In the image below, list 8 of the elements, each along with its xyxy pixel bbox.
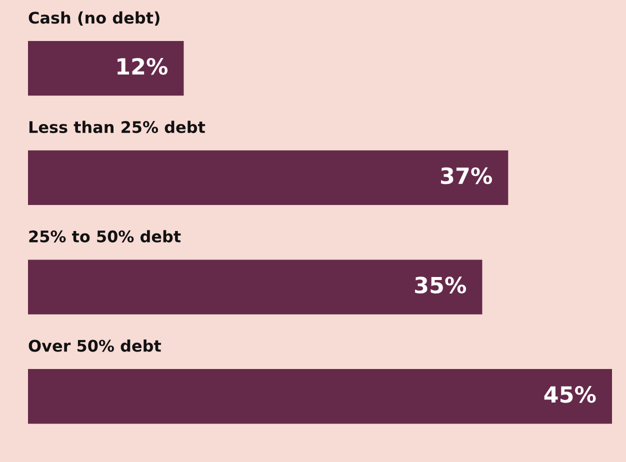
data-label: 35% bbox=[415, 276, 466, 294]
y-tick-label: Over 50% debt bbox=[28, 339, 162, 352]
data-label: 12% bbox=[118, 58, 168, 75]
data-label: 37% bbox=[441, 167, 492, 184]
y-tick-label: Cash (no debt) bbox=[28, 11, 160, 26]
data-label: 45% bbox=[544, 386, 596, 403]
y-tick-label: 25% to 50% debt bbox=[29, 230, 181, 242]
y-tick-label: Less than 25% debt bbox=[29, 120, 206, 134]
